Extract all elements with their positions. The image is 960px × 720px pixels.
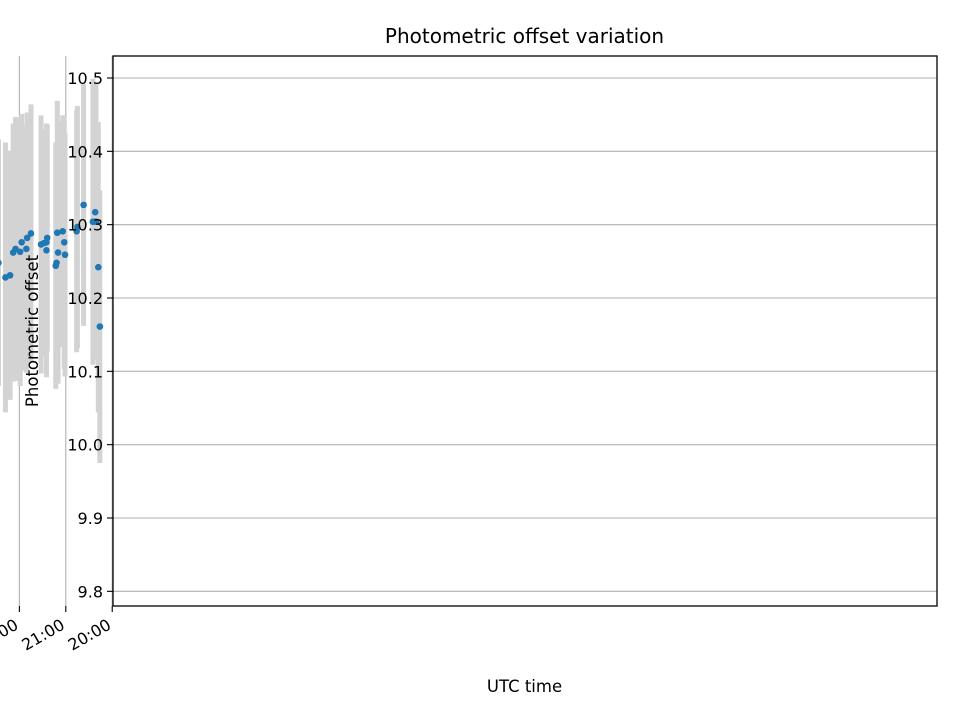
- data-point: [89, 218, 97, 226]
- plot-frame: [112, 55, 938, 607]
- data-point: [43, 247, 50, 254]
- x-tick-label: 21:00: [18, 615, 67, 655]
- y-tick-label: 10.0: [67, 436, 103, 455]
- data-point: [2, 274, 9, 281]
- data-point: [0, 259, 2, 266]
- data-point: [27, 230, 35, 237]
- y-tick-label: 10.3: [67, 216, 103, 235]
- data-point: [59, 227, 67, 235]
- x-axis-label: UTC time: [487, 677, 562, 696]
- data-points: [0, 201, 104, 330]
- data-point: [80, 201, 87, 209]
- data-point: [91, 208, 99, 216]
- y-tick-label: 9.8: [78, 582, 103, 601]
- data-point: [37, 241, 45, 248]
- grid: [18, 56, 937, 606]
- y-tick-label: 10.1: [67, 362, 103, 381]
- data-point: [23, 234, 31, 242]
- data-point: [52, 262, 60, 270]
- data-point: [61, 251, 69, 259]
- data-point: [96, 323, 104, 330]
- y-tick-label: 9.9: [78, 509, 103, 528]
- data-point: [23, 245, 30, 253]
- data-point: [94, 263, 102, 271]
- data-point: [18, 238, 26, 246]
- data-point: [60, 238, 68, 246]
- y-tick-label: 10.5: [67, 69, 103, 88]
- y-axis: 9.8 9.9 10.0 10.1 10.2 10.3 10.4 10.5: [67, 69, 113, 601]
- y-tick-label: 10.2: [67, 289, 103, 308]
- x-tick-label: 20:00: [65, 615, 114, 655]
- data-point: [73, 227, 80, 235]
- x-tick-label: 22:00: [0, 615, 21, 655]
- data-point: [9, 249, 17, 256]
- data-point: [54, 249, 62, 256]
- data-point: [53, 229, 61, 237]
- y-axis-label: Photometric offset: [23, 254, 42, 407]
- y-tick-label: 10.4: [67, 142, 103, 161]
- chart-title: Photometric offset variation: [385, 24, 664, 48]
